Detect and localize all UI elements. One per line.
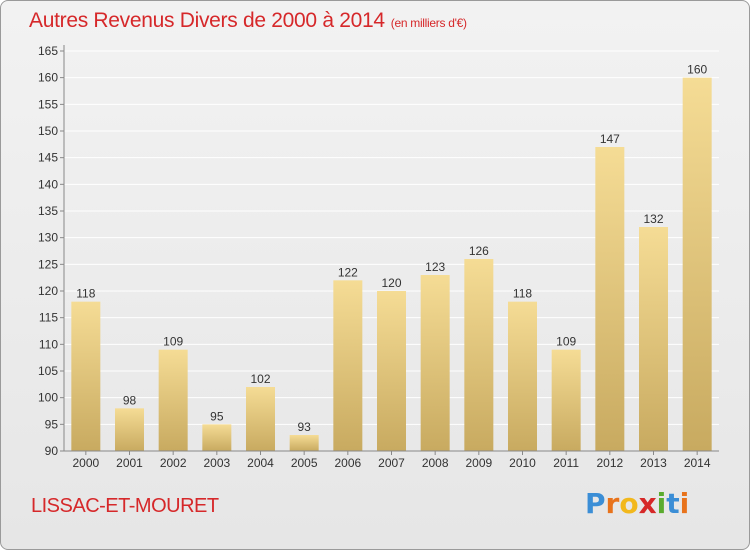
x-tick-label: 2014 (684, 456, 711, 470)
y-tick-label: 145 (38, 151, 58, 165)
logo-letter: x (638, 487, 657, 520)
y-tick-label: 110 (39, 337, 58, 351)
bar (202, 424, 232, 451)
y-tick-label: 105 (38, 364, 58, 378)
logo-letter: i (656, 487, 667, 520)
chart-title: Autres Revenus Divers de 2000 à 2014 (en … (29, 9, 467, 33)
x-tick-label: 2008 (422, 456, 449, 470)
bar (377, 291, 406, 451)
x-tick-label: 2012 (596, 456, 623, 470)
bar-value-label: 126 (469, 244, 489, 258)
y-tick-label: 160 (38, 71, 58, 85)
y-tick-label: 140 (38, 177, 58, 191)
logo-letter: i (679, 487, 690, 520)
bar-value-label: 123 (425, 260, 445, 274)
bar-value-label: 132 (643, 212, 663, 226)
x-tick-label: 2000 (72, 456, 99, 470)
bar (682, 77, 712, 452)
y-tick-label: 90 (45, 444, 59, 458)
bar (158, 349, 188, 451)
y-tick-label: 100 (38, 391, 58, 405)
logo-letter: r (605, 487, 620, 520)
bar (551, 349, 581, 451)
x-tick-label: 2002 (160, 456, 187, 470)
bar-value-label: 118 (76, 287, 95, 301)
y-tick-label: 155 (38, 97, 58, 111)
logo-letter: P (585, 487, 606, 520)
chart-title-text: Autres Revenus Divers de 2000 à 2014 (29, 9, 385, 32)
bar-value-label: 120 (381, 276, 401, 290)
x-tick-label: 2006 (334, 456, 361, 470)
bar (464, 259, 494, 451)
y-tick-label: 95 (45, 417, 59, 431)
y-tick-label: 125 (38, 257, 58, 271)
x-tick-label: 2011 (553, 456, 579, 470)
x-tick-label: 2003 (203, 456, 230, 470)
bar-value-label: 147 (600, 132, 620, 146)
axes: 90 95 100 105 110 115 120 125 130 135 140 145 150 155… (38, 44, 719, 470)
bar (289, 435, 319, 451)
bar-chart: 118 98 109 95 102 93 122 120 123 126 118 109 147 132 1… (38, 44, 719, 470)
x-tick-label: 2007 (378, 456, 405, 470)
x-tick-label: 2001 (116, 456, 143, 470)
y-tick-label: 130 (38, 231, 58, 245)
y-tick-label: 120 (38, 284, 58, 298)
x-tick-label: 2013 (640, 456, 667, 470)
bar (420, 275, 450, 451)
y-tick-label: 135 (38, 204, 58, 218)
bar (508, 301, 537, 451)
y-tick-label: 165 (38, 44, 58, 58)
bar (595, 147, 625, 451)
bar-value-label: 98 (123, 393, 137, 407)
commune-name: LISSAC-ET-MOURET (31, 495, 219, 517)
bar (246, 387, 275, 451)
bars: 118 98 109 95 102 93 122 120 123 126 118 109 147 132 1… (71, 63, 712, 452)
x-tick-label: 2004 (247, 456, 274, 470)
logo-letter: o (619, 487, 639, 520)
bar-value-label: 109 (556, 335, 576, 349)
bar-value-label: 160 (687, 63, 707, 77)
bar-value-label: 109 (163, 335, 183, 349)
chart-unit: (en milliers d'€) (390, 16, 467, 30)
bar (333, 280, 363, 451)
bar-value-label: 102 (250, 372, 270, 386)
bar (71, 301, 101, 451)
bar (639, 227, 668, 451)
bar-value-label: 95 (210, 409, 224, 423)
y-tick-label: 115 (39, 311, 58, 325)
proxiti-logo: Proxiti (585, 487, 689, 520)
logo-letter: t (666, 487, 680, 520)
y-tick-label: 150 (38, 124, 58, 138)
x-tick-label: 2009 (465, 456, 492, 470)
x-tick-label: 2010 (509, 456, 536, 470)
x-tick-label: 2005 (291, 456, 318, 470)
bar-value-label: 93 (297, 420, 311, 434)
bar-value-label: 118 (513, 287, 532, 301)
bar (115, 408, 144, 451)
bar-value-label: 122 (338, 265, 358, 279)
